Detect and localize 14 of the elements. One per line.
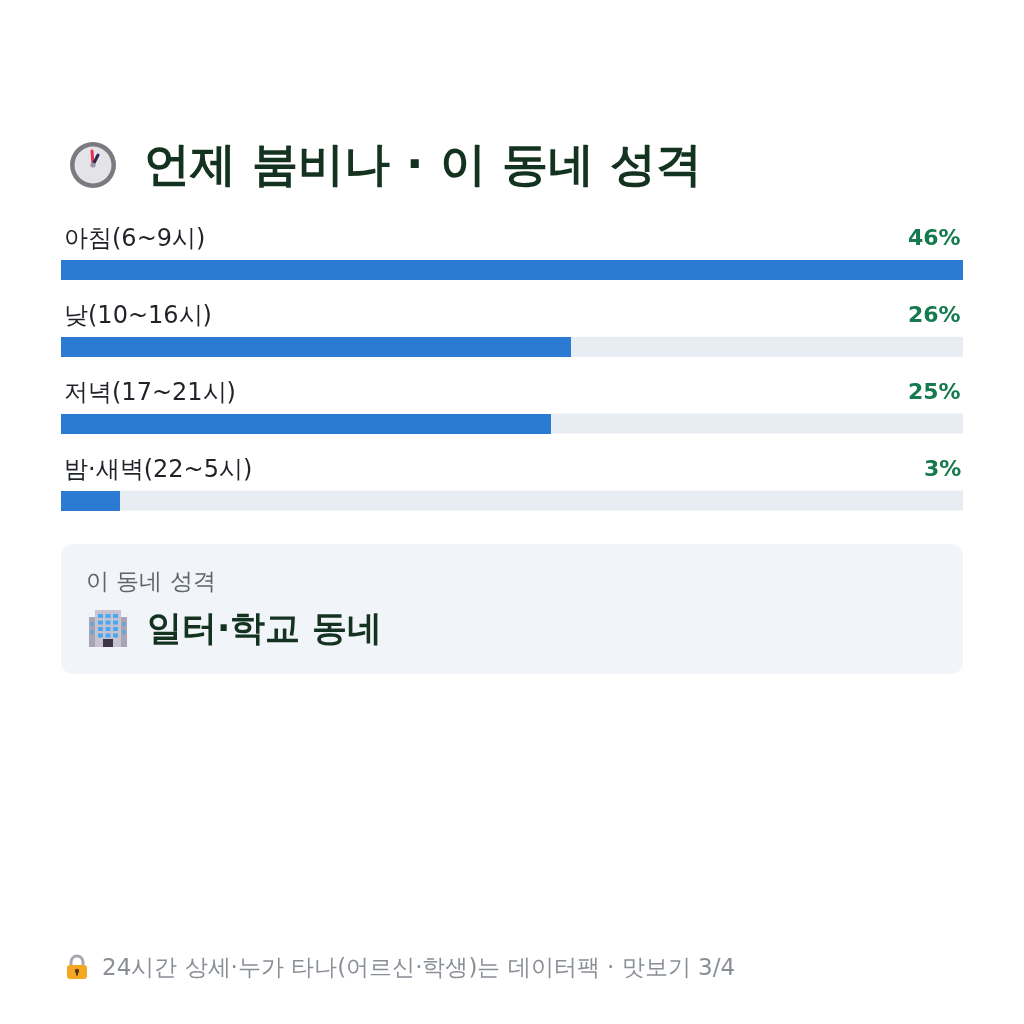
bar <box>61 259 963 280</box>
data-label: 26% <box>908 302 961 327</box>
y-tick-label: 낮(10~16시) <box>64 301 212 330</box>
data-label: 25% <box>908 379 961 404</box>
text: 일터·학교 동네 <box>147 606 383 650</box>
data-label: 3% <box>924 456 962 481</box>
y-tick-label: 저녁(17~21시) <box>64 377 236 406</box>
text: 이 동네 성격 <box>86 567 216 596</box>
text: 24시간 상세·누가 타나(어르신·학생)는 데이터팩 · 맛보기 3/4 <box>102 952 736 982</box>
y-tick-label: 밤·새벽(22~5시) <box>64 454 253 483</box>
chart-title: 언제 붐비나 · 이 동네 성격 <box>144 136 702 193</box>
bar <box>61 490 120 511</box>
data-label: 46% <box>908 225 961 250</box>
y-tick-label: 아침(6~9시) <box>64 224 206 253</box>
